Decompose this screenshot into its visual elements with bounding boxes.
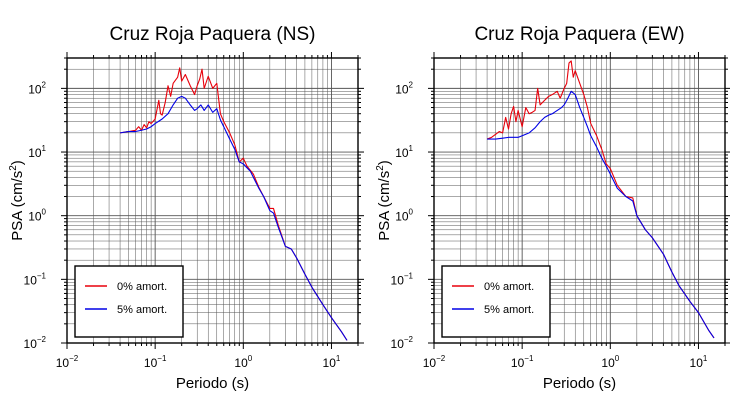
x-tick-label: 10−1 xyxy=(511,354,534,370)
legend-label: 0% amort. xyxy=(484,281,534,293)
x-tick-label: 100 xyxy=(234,354,252,370)
x-tick-label: 101 xyxy=(690,354,708,370)
series-group xyxy=(486,60,715,339)
legend: 0% amort. 5% amort. xyxy=(74,265,184,338)
y-tick-label: 101 xyxy=(395,144,413,160)
tick-marks xyxy=(61,52,364,349)
y-tick-label: 10−2 xyxy=(391,335,414,351)
x-tick-label: 100 xyxy=(601,354,619,370)
y-tick-label: 102 xyxy=(395,80,413,96)
plot-frame xyxy=(433,57,726,344)
y-tick-label: 102 xyxy=(28,80,46,96)
y-axis-label: PSA (cm/s2) xyxy=(375,160,393,241)
y-tick-label: 100 xyxy=(395,208,413,224)
y-tick-label: 10−2 xyxy=(24,335,47,351)
plot-frame xyxy=(66,57,359,344)
legend-box xyxy=(74,265,184,338)
y-tick-label: 100 xyxy=(28,208,46,224)
chart-title: Cruz Roja Paquera (NS) xyxy=(110,24,316,45)
x-tick-label: 10−2 xyxy=(56,354,79,370)
y-tick-label: 10−1 xyxy=(24,271,47,287)
legend: 0% amort. 5% amort. xyxy=(441,265,551,338)
y-axis-label: PSA (cm/s2) xyxy=(8,160,26,241)
x-axis-label: Periodo (s) xyxy=(176,375,249,392)
legend-box xyxy=(441,265,551,338)
y-tick-label: 10−1 xyxy=(391,271,414,287)
chart-panel-2: 10−2 10−1 100 101 10−2 10−1 100 101 102 Cruz Roja… xyxy=(375,24,730,392)
x-tick-label: 10−1 xyxy=(144,354,167,370)
x-tick-label: 10−2 xyxy=(423,354,446,370)
series-line-damped xyxy=(487,90,715,339)
legend-label: 0% amort. xyxy=(117,281,167,293)
series-line-damped xyxy=(119,95,348,341)
x-tick-label: 101 xyxy=(323,354,341,370)
chart-panel-1: 10−2 10−1 100 101 10−2 10−1 100 101 102 Cruz Roja… xyxy=(8,24,364,392)
tick-marks xyxy=(428,52,730,349)
y-tick-label: 101 xyxy=(28,144,46,160)
x-axis-label: Periodo (s) xyxy=(543,375,616,392)
legend-label: 5% amort. xyxy=(117,304,167,316)
chart-title: Cruz Roja Paquera (EW) xyxy=(474,24,684,45)
legend-label: 5% amort. xyxy=(484,304,534,316)
series-group xyxy=(119,67,348,341)
